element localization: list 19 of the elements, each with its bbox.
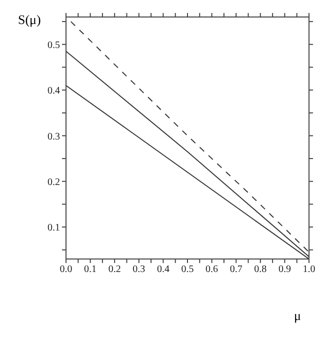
- x-tick-label: 0.1: [84, 264, 97, 276]
- x-tick-label: 0.4: [156, 264, 170, 276]
- x-tick-label: 0.8: [254, 264, 267, 276]
- y-axis-title: S(μ): [18, 12, 41, 28]
- y-tick-label: 0.3: [48, 131, 60, 142]
- x-tick-label: 0.2: [108, 264, 121, 276]
- x-axis-title: μ: [294, 308, 301, 324]
- x-tick-label: 0.6: [206, 264, 218, 276]
- y-tick-label: 0.5: [48, 40, 60, 51]
- x-tick-label: 1.0: [302, 264, 316, 276]
- x-tick-label: 0.3: [132, 264, 146, 276]
- line-series: [70, 21, 309, 253]
- x-tick-label: 0.0: [60, 264, 72, 276]
- x-tick-label: 0.7: [230, 264, 242, 276]
- x-tick-label: 0.9: [278, 264, 291, 276]
- y-tick-label: 0.1: [48, 222, 60, 234]
- y-tick-label: 0.4: [48, 86, 60, 97]
- y-tick-label: 0.2: [48, 176, 60, 188]
- x-tick-label: 0.5: [181, 264, 194, 276]
